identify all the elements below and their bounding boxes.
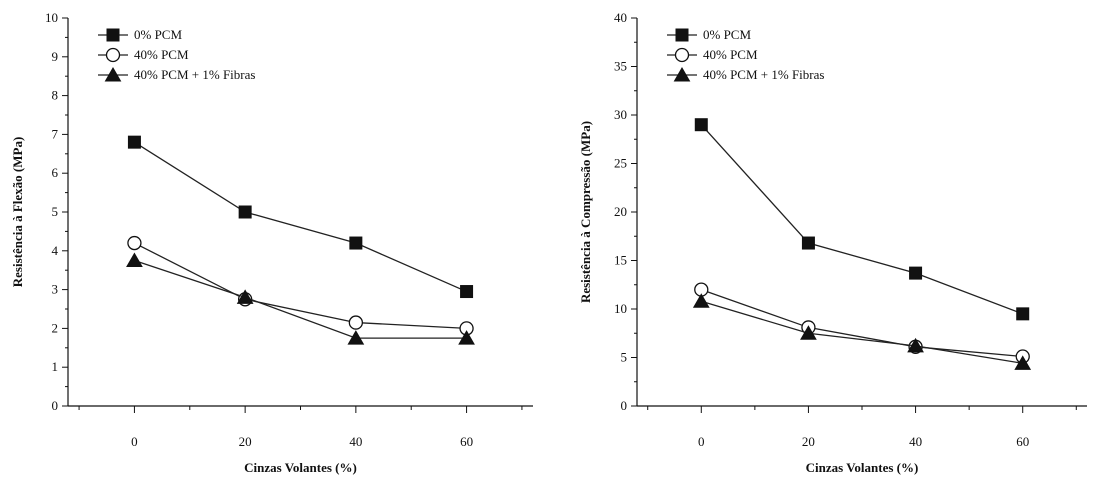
chart-panel-1: 0 1 2 3 4 5 6 7 8 9 10 0 20 40 60 Cinzas Volantes (%) Re… bbox=[10, 10, 533, 475]
series-2 bbox=[694, 282, 1030, 364]
legend-label: 40% PCM + 1% Fibras bbox=[703, 67, 824, 82]
y-tick-label: 7 bbox=[52, 126, 59, 141]
legend-marker bbox=[105, 47, 121, 63]
x-tick-label: 60 bbox=[1016, 434, 1029, 449]
legend-label: 0% PCM bbox=[703, 27, 751, 42]
legend: 0% PCM 40% PCM 40% PCM + 1% Fibras bbox=[98, 27, 255, 82]
data-point bbox=[909, 266, 923, 280]
y-tick-label: 10 bbox=[614, 301, 627, 316]
data-point bbox=[348, 315, 364, 330]
x-tick-label: 40 bbox=[909, 434, 922, 449]
series-line bbox=[701, 288, 1023, 358]
legend-marker bbox=[104, 66, 122, 82]
series-line bbox=[700, 124, 1023, 315]
series-line bbox=[134, 242, 467, 330]
chart-panel-2: 0 5 10 15 20 25 30 35 40 0 20 40 60 Cinzas Volantes (… bbox=[578, 10, 1087, 475]
y-tick-label: 8 bbox=[52, 88, 59, 103]
legend-label: 0% PCM bbox=[134, 27, 182, 42]
series-3 bbox=[126, 252, 475, 345]
series-line bbox=[134, 141, 467, 293]
data-point bbox=[349, 236, 363, 250]
data-point bbox=[800, 325, 817, 340]
y-tick-label: 30 bbox=[614, 107, 627, 122]
y-tick-label: 1 bbox=[52, 359, 59, 374]
legend: 0% PCM 40% PCM 40% PCM + 1% Fibras bbox=[667, 27, 824, 82]
x-axis-title: Cinzas Volantes (%) bbox=[806, 460, 919, 475]
x-tick-label: 60 bbox=[460, 434, 473, 449]
x-axis-title: Cinzas Volantes (%) bbox=[244, 460, 357, 475]
y-tick-label: 3 bbox=[52, 282, 59, 297]
x-tick-label: 0 bbox=[698, 434, 705, 449]
series-1 bbox=[127, 135, 474, 299]
y-tick-label: 6 bbox=[52, 165, 59, 180]
x-tick-label: 20 bbox=[239, 434, 252, 449]
data-point bbox=[238, 205, 252, 219]
y-axis-title: Resistência à Compressão (MPa) bbox=[578, 121, 593, 303]
legend-label: 40% PCM + 1% Fibras bbox=[134, 67, 255, 82]
y-tick-label: 0 bbox=[621, 398, 628, 413]
y-tick-label: 5 bbox=[621, 350, 628, 365]
data-point bbox=[127, 135, 141, 149]
data-point bbox=[236, 289, 254, 304]
y-tick-label: 4 bbox=[52, 243, 59, 258]
data-point bbox=[1016, 307, 1030, 321]
y-tick-label: 20 bbox=[614, 204, 627, 219]
legend-label: 40% PCM bbox=[703, 47, 758, 62]
series-3 bbox=[692, 293, 1032, 370]
series-line bbox=[134, 259, 467, 339]
x-tick-label: 40 bbox=[349, 434, 362, 449]
legend-label: 40% PCM bbox=[134, 47, 189, 62]
legend-marker bbox=[673, 66, 691, 82]
y-tick-label: 15 bbox=[614, 253, 627, 268]
data-point bbox=[458, 330, 475, 345]
data-point bbox=[801, 236, 815, 250]
data-point bbox=[692, 293, 710, 308]
y-tick-label: 5 bbox=[52, 204, 59, 219]
legend-marker bbox=[675, 28, 689, 42]
data-point bbox=[1014, 355, 1032, 370]
series-line bbox=[701, 300, 1023, 364]
y-tick-label: 2 bbox=[52, 320, 59, 335]
series-2 bbox=[127, 235, 474, 336]
series-1 bbox=[694, 118, 1030, 321]
legend-marker bbox=[106, 28, 120, 42]
x-tick-label: 20 bbox=[802, 434, 815, 449]
y-tick-label: 40 bbox=[614, 10, 627, 25]
data-point bbox=[460, 285, 474, 299]
data-point bbox=[694, 118, 708, 132]
data-point bbox=[907, 337, 924, 353]
data-point bbox=[127, 235, 142, 251]
y-tick-label: 10 bbox=[45, 10, 58, 25]
y-tick-label: 25 bbox=[614, 156, 627, 171]
y-tick-label: 35 bbox=[614, 59, 627, 74]
legend-marker bbox=[674, 47, 690, 63]
data-point bbox=[126, 252, 143, 267]
x-tick-label: 0 bbox=[131, 434, 138, 449]
y-axis-title: Resistência à Flexão (MPa) bbox=[10, 137, 25, 288]
data-point bbox=[347, 330, 365, 345]
y-tick-label: 0 bbox=[52, 398, 59, 413]
y-tick-label: 9 bbox=[52, 49, 59, 64]
